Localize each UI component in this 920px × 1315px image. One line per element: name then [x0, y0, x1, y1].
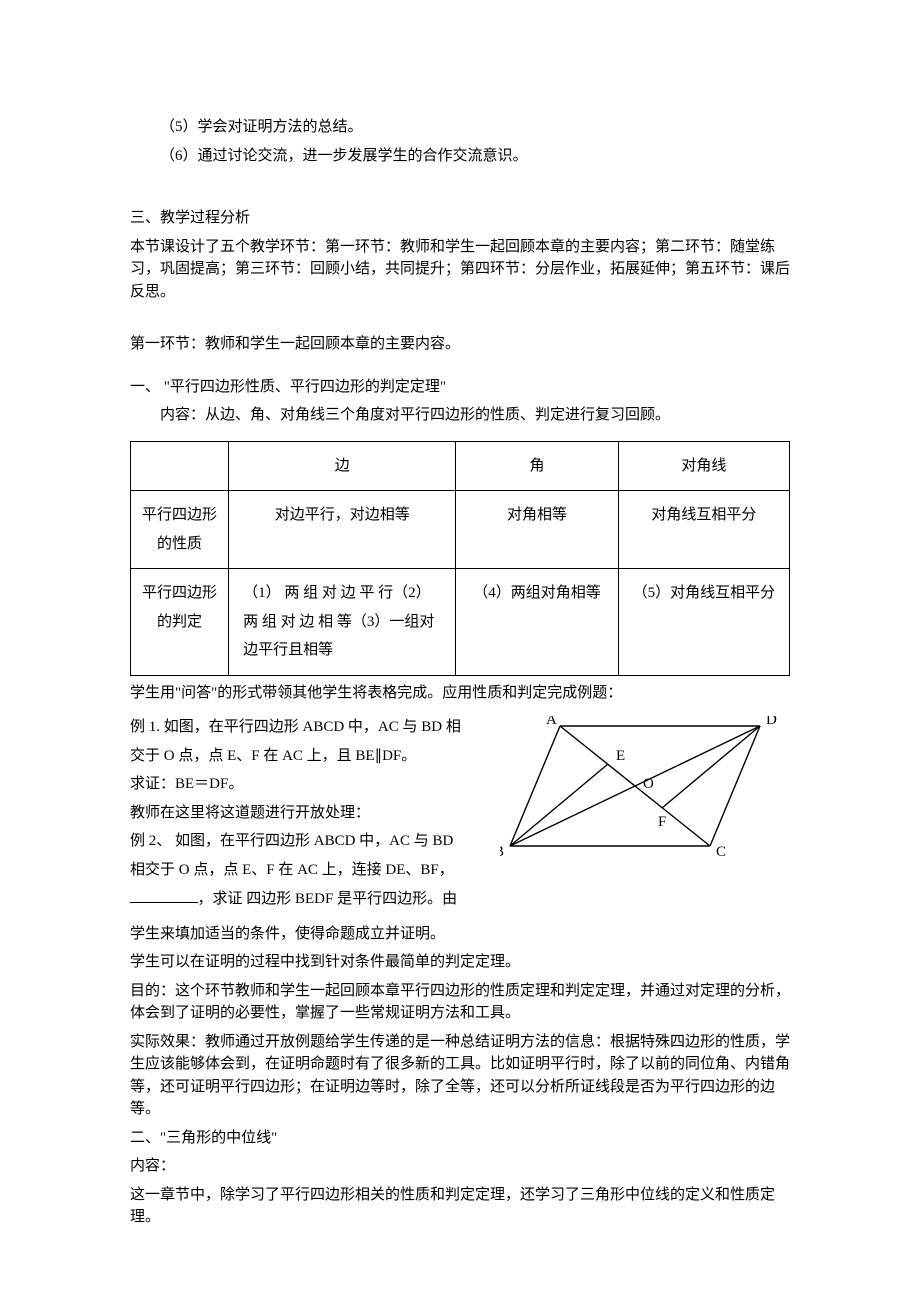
table-header-row: 边 角 对角线 — [131, 441, 790, 491]
section3-heading: 三、教学过程分析 — [130, 207, 790, 230]
cell-prop-diag: 对角线互相平分 — [618, 491, 789, 569]
after-p2: 学生可以在证明的过程中找到针对条件最简单的判定定理。 — [130, 951, 790, 974]
th-empty — [131, 441, 229, 491]
sub2-title: 二、"三角形的中位线" — [130, 1127, 790, 1150]
svg-text:O: O — [643, 776, 654, 792]
cell-prop-angle: 对角相等 — [456, 491, 618, 569]
spacer — [130, 362, 790, 370]
ex2-line3: ，求证 四边形 BEDF 是平行四边形。由 — [130, 887, 490, 911]
cell-judge-diag: （5）对角线互相平分 — [618, 569, 789, 676]
cell-prop-label: 平行四边形的性质 — [131, 491, 229, 569]
cell-judge-label: 平行四边形的判定 — [131, 569, 229, 676]
ex2-line1: 例 2、 如图，在平行四边形 ABCD 中，AC 与 BD — [130, 830, 490, 853]
sub1-content: 内容：从边、角、对角线三个角度对平行四边形的性质、判定进行复习回顾。 — [160, 404, 790, 427]
sub2-content: 这一章节中，除学习了平行四边形相关的性质和判定定理，还学习了三角形中位线的定义和… — [130, 1184, 790, 1229]
spacer — [130, 309, 790, 327]
after-p4: 实际效果：教师通过开放例题给学生传递的是一种总结证明方法的信息：根据特殊四边形的… — [130, 1031, 790, 1121]
ex1-line3: 求证：BE＝DF。 — [130, 773, 490, 796]
ex1-line1: 例 1. 如图，在平行四边形 ABCD 中，AC 与 BD 相 — [130, 716, 490, 739]
ex2-line3-text: ，求证 四边形 BEDF 是平行四边形。由 — [198, 891, 458, 907]
svg-text:E: E — [616, 748, 625, 764]
properties-table: 边 角 对角线 平行四边形的性质 对边平行，对边相等 对角相等 对角线互相平分 … — [130, 441, 790, 676]
goal-6: （6）通过讨论交流，进一步发展学生的合作交流意识。 — [130, 145, 790, 168]
svg-text:B: B — [500, 844, 504, 860]
sub2-content-label: 内容： — [130, 1155, 790, 1178]
cell-prop-edge: 对边平行，对边相等 — [229, 491, 456, 569]
blank-fill — [130, 887, 198, 903]
after-p3: 目的：这个环节教师和学生一起回顾本章平行四边形的性质定理和判定定理，并通过对定理… — [130, 980, 790, 1025]
svg-text:D: D — [766, 716, 777, 728]
example-figure: A B C D E F O — [500, 710, 790, 874]
svg-text:A: A — [546, 716, 557, 728]
phase1-title: 第一环节：教师和学生一起回顾本章的主要内容。 — [130, 333, 790, 356]
section3-intro: 本节课设计了五个教学环节：第一环节：教师和学生一起回顾本章的主要内容；第二环节：… — [130, 236, 790, 304]
ex2-line4: 学生来填加适当的条件，使得命题成立并证明。 — [130, 923, 790, 946]
spacer — [130, 173, 790, 201]
sub1-title: 一、 "平行四边形性质、平行四边形的判定定理" — [130, 376, 790, 399]
cell-judge-edge: （1） 两 组 对 边 平 行（2） 两 组 对 边 相 等（3）一组对边平行且… — [229, 569, 456, 676]
th-angle: 角 — [456, 441, 618, 491]
goal-5: （5）学会对证明方法的总结。 — [130, 116, 790, 139]
cell-judge-angle: （4）两组对角相等 — [456, 569, 618, 676]
ex2-line2: 相交于 O 点，点 E、F 在 AC 上，连接 DE、BF， — [130, 859, 490, 882]
th-diag: 对角线 — [618, 441, 789, 491]
table-row-properties: 平行四边形的性质 对边平行，对边相等 对角相等 对角线互相平分 — [131, 491, 790, 569]
parallelogram-diagram: A B C D E F O — [500, 716, 790, 866]
after-table-p1: 学生用"问答"的形式带领其他学生将表格完成。应用性质和判定完成例题： — [130, 682, 790, 705]
th-edge: 边 — [229, 441, 456, 491]
example-row: 例 1. 如图，在平行四边形 ABCD 中，AC 与 BD 相 交于 O 点，点… — [130, 710, 790, 917]
svg-text:F: F — [658, 814, 666, 830]
ex-open: 教师在这里将这道题进行开放处理： — [130, 802, 490, 825]
table-row-judgement: 平行四边形的判定 （1） 两 组 对 边 平 行（2） 两 组 对 边 相 等（… — [131, 569, 790, 676]
ex1-line2: 交于 O 点，点 E、F 在 AC 上，且 BE∥DF。 — [130, 745, 490, 768]
example-text-block: 例 1. 如图，在平行四边形 ABCD 中，AC 与 BD 相 交于 O 点，点… — [130, 710, 490, 917]
page-root: （5）学会对证明方法的总结。 （6）通过讨论交流，进一步发展学生的合作交流意识。… — [0, 0, 920, 1315]
svg-text:C: C — [716, 844, 726, 860]
